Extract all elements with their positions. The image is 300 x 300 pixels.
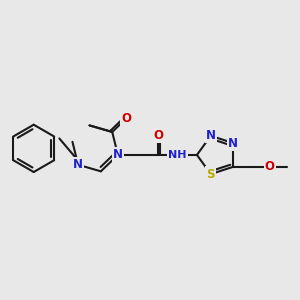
Text: O: O <box>153 129 163 142</box>
Text: N: N <box>228 136 238 150</box>
Text: O: O <box>265 160 275 173</box>
Text: N: N <box>113 148 123 161</box>
Text: O: O <box>121 112 131 125</box>
Text: N: N <box>206 129 216 142</box>
Text: S: S <box>207 168 215 181</box>
Text: N: N <box>73 158 83 171</box>
Text: NH: NH <box>168 150 187 160</box>
